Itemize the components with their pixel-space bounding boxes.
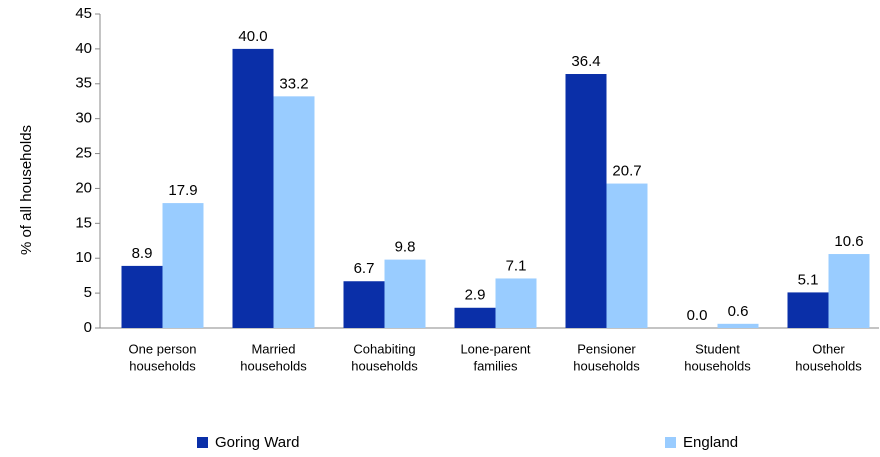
bar <box>606 183 648 328</box>
y-tick-label: 15 <box>75 214 92 231</box>
bar <box>454 307 496 328</box>
bar <box>162 203 204 328</box>
x-tick-label: Other <box>812 341 845 356</box>
y-tick-label: 40 <box>75 40 92 57</box>
x-tick-label: households <box>573 358 640 373</box>
value-label: 10.6 <box>834 233 863 250</box>
x-tick-label: households <box>129 358 196 373</box>
value-label: 20.7 <box>612 163 641 180</box>
bar <box>717 323 759 328</box>
value-label: 33.2 <box>279 75 308 92</box>
y-tick-label: 25 <box>75 145 92 162</box>
legend-swatch <box>665 437 676 448</box>
value-label: 5.1 <box>798 271 819 288</box>
x-tick-label: Pensioner <box>577 341 636 356</box>
x-tick-label: Married <box>251 341 295 356</box>
x-tick-label: households <box>795 358 862 373</box>
y-tick-label: 0 <box>84 319 92 336</box>
legend-label: Goring Ward <box>215 434 299 451</box>
bar <box>232 48 274 329</box>
x-tick-label: families <box>473 358 518 373</box>
y-tick-label: 5 <box>84 284 92 301</box>
value-label: 7.1 <box>506 257 527 274</box>
x-tick-label: Cohabiting <box>353 341 415 356</box>
value-label: 2.9 <box>465 287 486 304</box>
y-tick-label: 35 <box>75 75 92 92</box>
y-tick-label: 20 <box>75 179 92 196</box>
value-label: 0.6 <box>728 303 749 320</box>
bar <box>828 254 870 328</box>
bar <box>273 96 315 329</box>
bar <box>495 278 537 328</box>
legend-swatch <box>197 437 208 448</box>
bar <box>343 281 385 328</box>
bar <box>121 265 163 328</box>
value-label: 36.4 <box>571 53 600 70</box>
value-label: 0.0 <box>687 307 708 324</box>
x-tick-label: One person <box>129 341 197 356</box>
bar <box>787 292 829 328</box>
value-label: 40.0 <box>238 28 267 45</box>
value-label: 9.8 <box>395 239 416 256</box>
value-label: 6.7 <box>354 260 375 277</box>
y-tick-label: 30 <box>75 110 92 127</box>
bar <box>565 74 607 329</box>
value-label: 17.9 <box>168 182 197 199</box>
x-tick-label: households <box>240 358 307 373</box>
y-axis-label: % of all households <box>18 125 35 255</box>
x-tick-label: households <box>684 358 751 373</box>
y-tick-label: 45 <box>75 5 92 22</box>
y-tick-label: 10 <box>75 249 92 266</box>
value-label: 8.9 <box>132 245 153 262</box>
bar <box>384 259 426 328</box>
legend-label: England <box>683 434 738 451</box>
x-tick-label: households <box>351 358 418 373</box>
x-tick-label: Student <box>695 341 740 356</box>
x-tick-label: Lone-parent <box>460 341 530 356</box>
